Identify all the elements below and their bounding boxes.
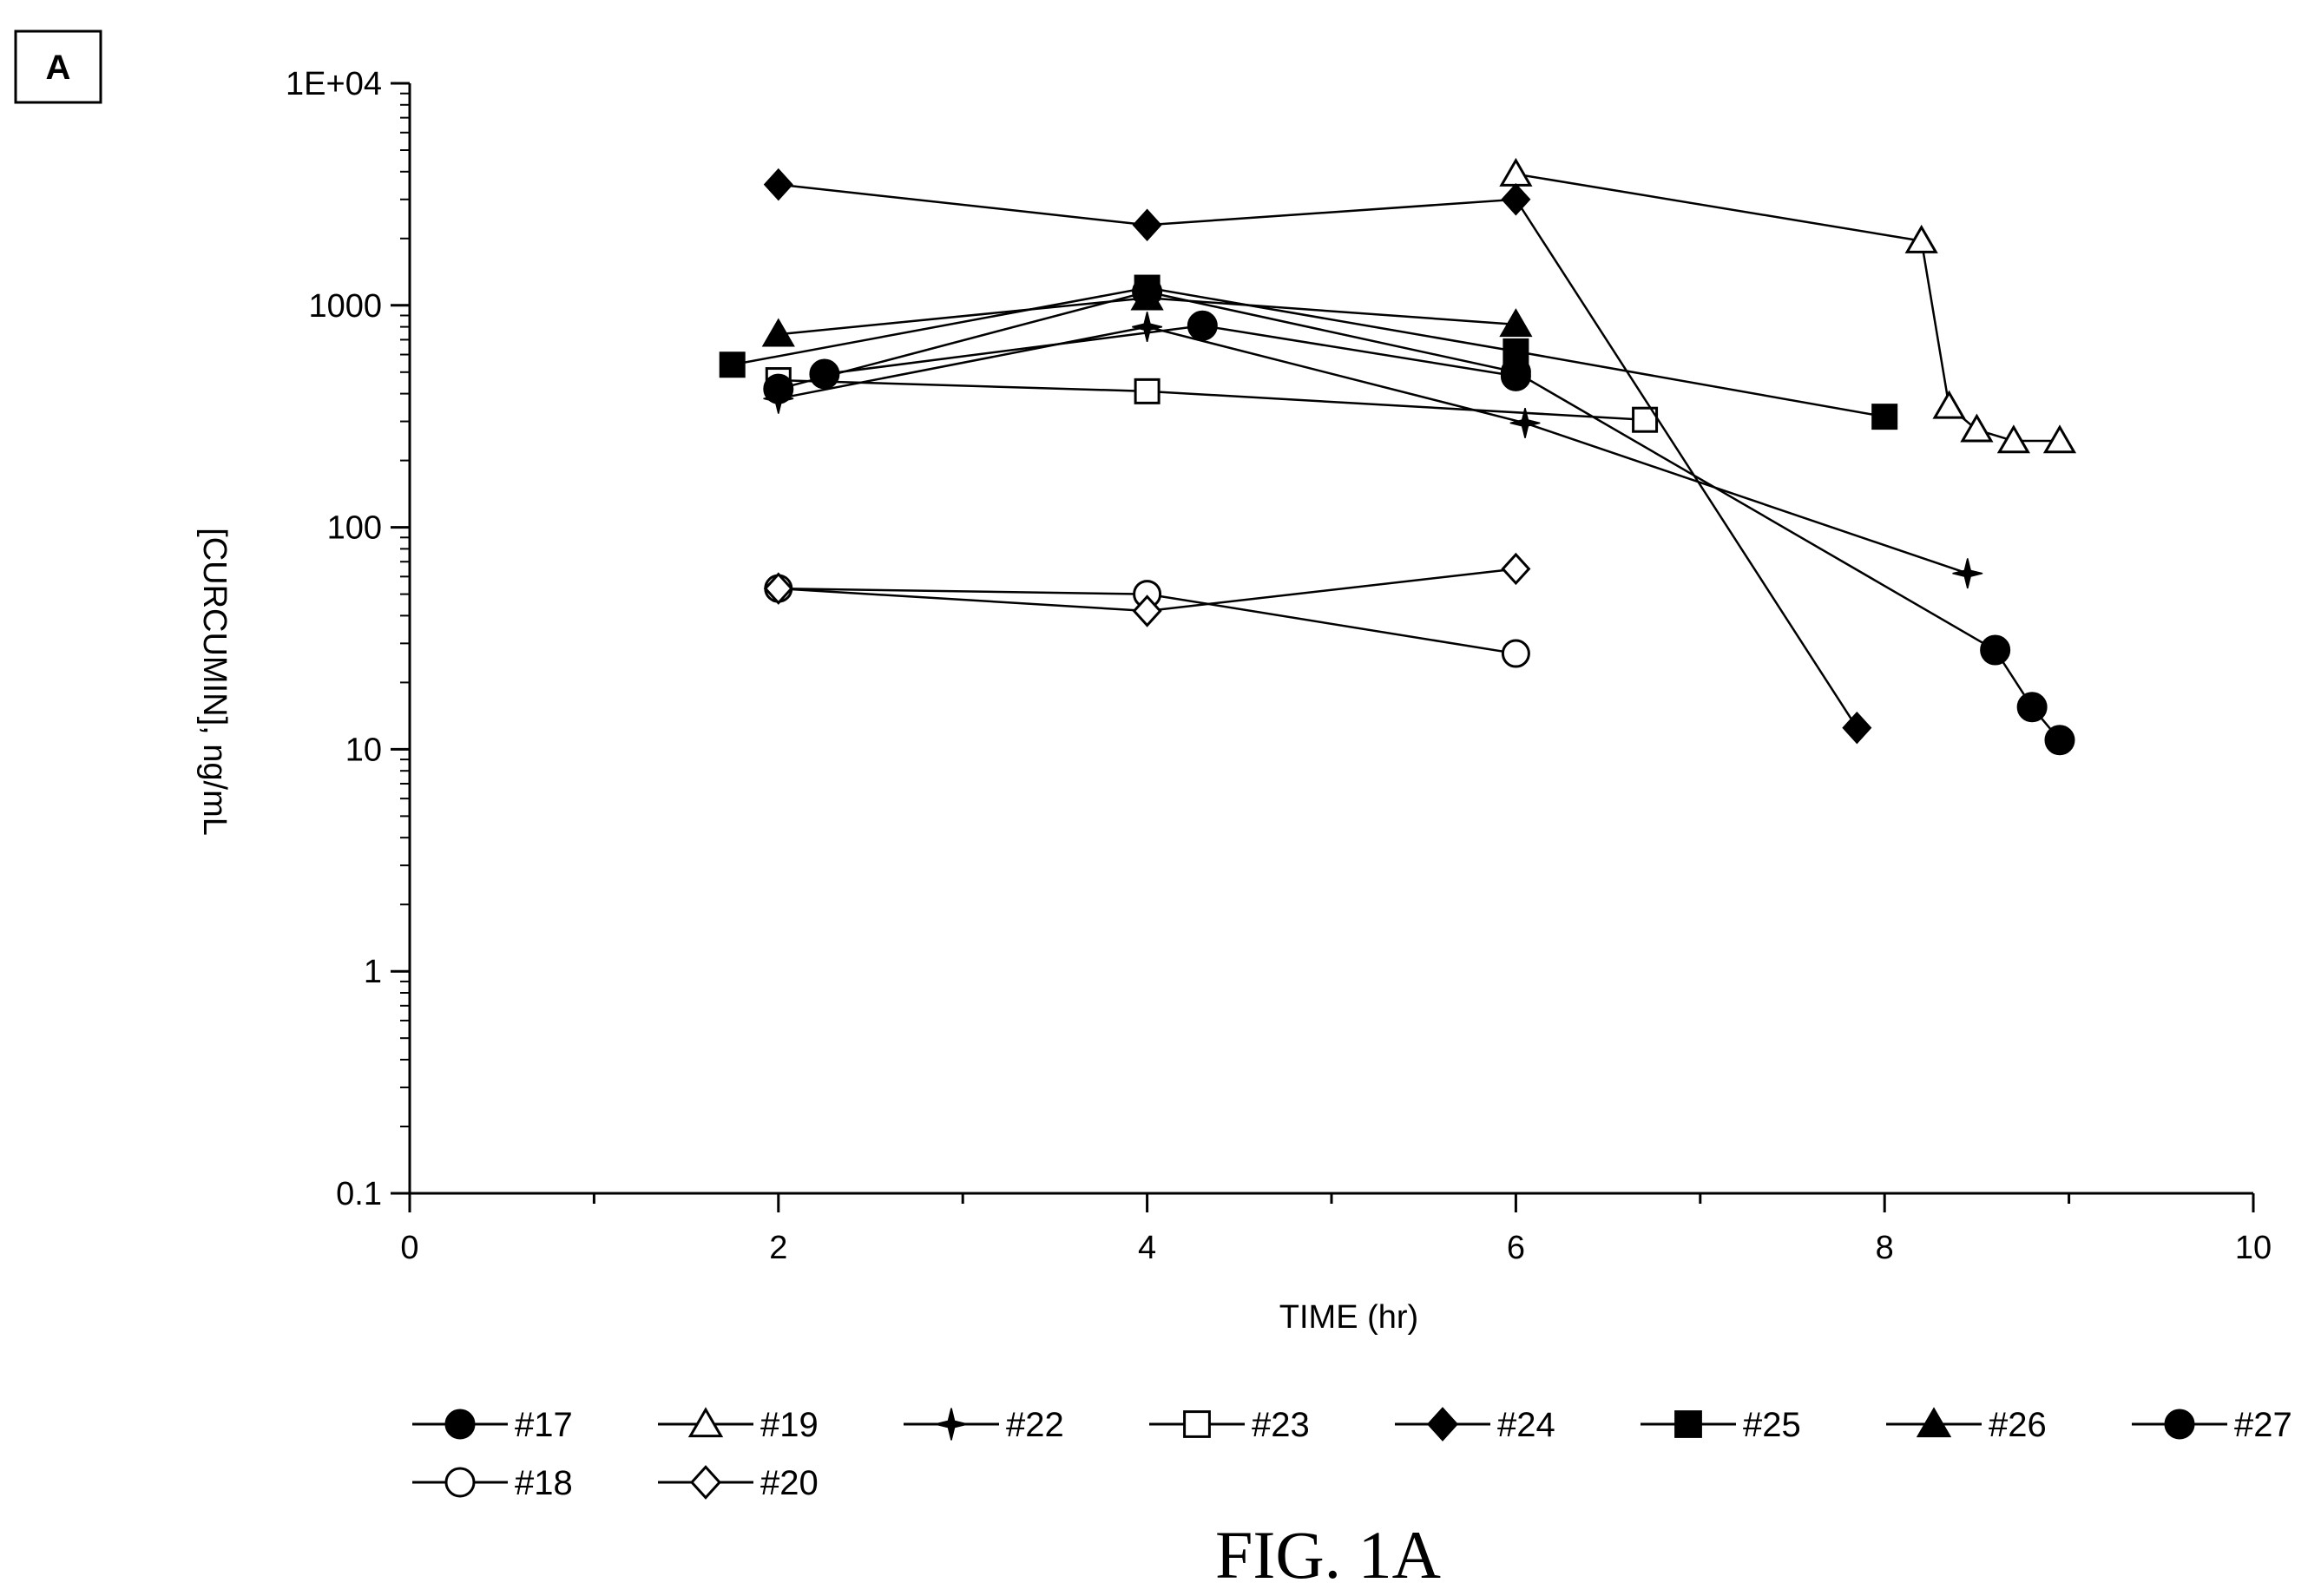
legend-marker xyxy=(444,1409,476,1440)
data-point xyxy=(1871,404,1898,430)
legend-label: #22 xyxy=(1006,1406,1064,1444)
data-point xyxy=(1499,308,1533,338)
y-tick-label: 100 xyxy=(327,510,382,547)
y-tick-label: 10 xyxy=(345,732,382,768)
legend-item: #17 xyxy=(412,1406,573,1444)
data-point xyxy=(1960,413,1994,443)
series-27 xyxy=(763,276,2075,756)
data-point xyxy=(2044,725,2075,756)
y-tick-label: 1000 xyxy=(308,288,382,325)
data-point xyxy=(763,167,793,201)
y-tick-label: 1 xyxy=(364,954,382,990)
legend-marker xyxy=(444,1467,476,1498)
data-point xyxy=(2016,692,2048,723)
legend-item: #22 xyxy=(904,1406,1064,1444)
data-point xyxy=(1132,312,1163,343)
legend-label: #26 xyxy=(1989,1406,2047,1444)
legend-item: #24 xyxy=(1395,1406,1555,1444)
x-axis-title: TIME (hr) xyxy=(1279,1299,1418,1336)
data-point xyxy=(763,373,794,404)
series-20 xyxy=(763,552,1531,627)
data-point xyxy=(1932,390,1966,419)
legend-label: #20 xyxy=(760,1464,819,1502)
legend-item: #25 xyxy=(1641,1406,1801,1444)
data-point xyxy=(1132,208,1162,241)
legend-item: #23 xyxy=(1149,1406,1310,1444)
data-point xyxy=(763,572,793,605)
legend-marker xyxy=(1674,1410,1702,1438)
legend-label: #25 xyxy=(1743,1406,1801,1444)
data-point xyxy=(1499,157,1533,187)
legend-marker xyxy=(689,1465,722,1500)
y-axis-title: [CURCUMIN], ng/mL xyxy=(196,528,233,836)
panel-label: A xyxy=(46,49,71,87)
data-point xyxy=(1501,183,1531,216)
legend-marker xyxy=(1916,1407,1952,1438)
data-point xyxy=(1187,310,1218,341)
legend-marker xyxy=(935,1408,968,1441)
data-point xyxy=(1132,594,1162,627)
series-line xyxy=(1516,173,2060,443)
data-point xyxy=(1500,357,1531,388)
legend-label: #17 xyxy=(515,1406,573,1444)
x-tick-label: 6 xyxy=(1507,1230,1525,1266)
series-25 xyxy=(719,274,1898,430)
data-point xyxy=(1134,378,1161,404)
x-tick-label: 2 xyxy=(769,1230,787,1266)
x-tick-label: 10 xyxy=(2235,1230,2272,1266)
figure-caption: FIG. 1A xyxy=(1215,1517,1441,1593)
data-point xyxy=(1952,558,1983,589)
legend-label: #18 xyxy=(515,1464,573,1502)
data-point xyxy=(1980,634,2011,666)
data-point xyxy=(1501,552,1531,586)
y-tick-label: 0.1 xyxy=(336,1176,382,1212)
series-24 xyxy=(763,167,1872,745)
x-tick-label: 0 xyxy=(400,1230,418,1266)
legend-item: #18 xyxy=(412,1464,573,1502)
legend-item: #19 xyxy=(658,1406,819,1444)
data-point xyxy=(719,351,746,378)
data-point xyxy=(1501,639,1530,668)
x-tick-label: 4 xyxy=(1138,1230,1156,1266)
panel-label-box xyxy=(14,30,102,104)
legend-label: #24 xyxy=(1497,1406,1555,1444)
data-point xyxy=(1904,224,1938,253)
series-19 xyxy=(1499,157,2077,454)
legend-label: #23 xyxy=(1252,1406,1310,1444)
data-point xyxy=(1842,711,1872,745)
axes: 0 2 4 6 8 10 0.1 1 10 100 1000 1E+04 xyxy=(286,66,2272,1266)
legend-item: #20 xyxy=(658,1464,819,1502)
legend-label: #19 xyxy=(760,1406,819,1444)
x-tick-label: 8 xyxy=(1876,1230,1894,1266)
data-point xyxy=(761,318,795,347)
data-point xyxy=(2042,424,2077,454)
legend: #17 #19 #22 #23 #24 #25 #26 #27 #18 #20 xyxy=(412,1406,2292,1502)
series-line xyxy=(778,290,2061,741)
data-point xyxy=(1132,276,1163,307)
data-point xyxy=(1509,407,1541,438)
series-layer xyxy=(719,157,2077,756)
data-point xyxy=(1996,424,2030,454)
legend-item: #27 xyxy=(2132,1406,2292,1444)
legend-marker xyxy=(2164,1409,2195,1440)
legend-marker xyxy=(1426,1407,1459,1442)
legend-label: #27 xyxy=(2234,1406,2292,1444)
legend-item: #26 xyxy=(1886,1406,2047,1444)
series-line xyxy=(778,325,1969,575)
y-tick-label: 1E+04 xyxy=(286,66,382,102)
series-line xyxy=(732,286,1885,418)
legend-marker xyxy=(1183,1410,1211,1438)
legend-marker xyxy=(687,1407,724,1438)
series-line xyxy=(778,183,1858,729)
